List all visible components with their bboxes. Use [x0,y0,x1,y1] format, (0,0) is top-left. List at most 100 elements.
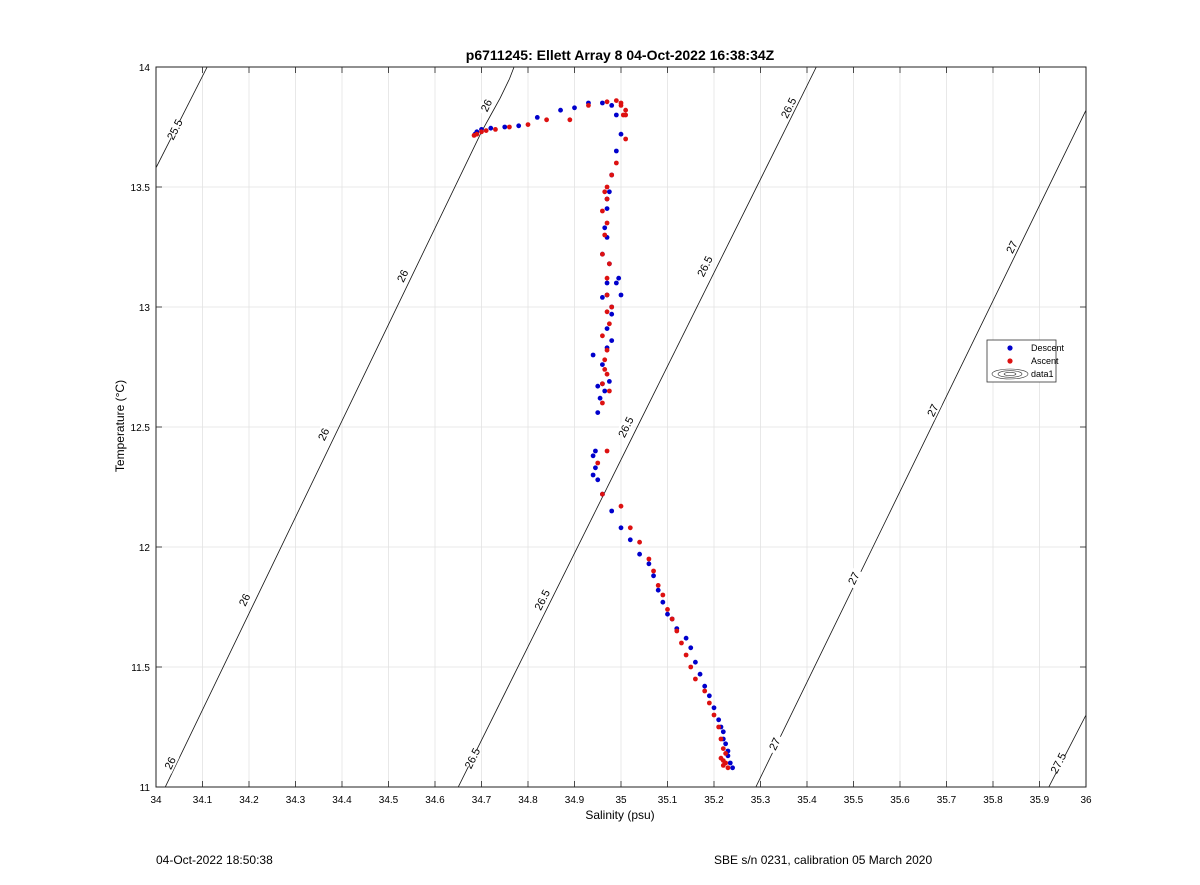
ascent-point [674,628,680,634]
legend: Descent Ascent data1 [986,339,1065,383]
ascent-point [660,592,666,598]
ascent-point [604,99,610,105]
contour-label-bg [160,752,180,774]
contour-label-bg [532,589,552,611]
x-tick-label: 35 [615,795,627,806]
descent-point [693,659,698,665]
descent-point [716,717,722,723]
descent-point [604,206,610,212]
ascent-point [604,347,610,353]
descent-point [600,295,605,300]
descent-point [609,311,615,317]
ascent-point [711,712,717,718]
ascent-point [479,129,484,135]
y-tick-label: 11 [140,783,151,794]
legend-label-descent: Descent [1031,343,1065,353]
descent-point [595,410,601,415]
x-tick-label: 34.1 [193,795,213,806]
descent-point [711,705,717,711]
y-axis-label: Temperature (°C) [113,380,127,472]
x-tick-label: 35.5 [844,795,864,806]
descent-point [613,112,619,118]
descent-point [602,225,608,231]
ascent-point [600,381,605,387]
x-axis-label: Salinity (psu) [585,808,654,822]
x-tick-label: 34.9 [565,795,585,806]
legend-label-ascent: Ascent [1031,356,1059,366]
x-tick-label: 35.1 [658,795,678,806]
ascent-point [623,107,629,113]
ascent-point [600,208,605,214]
descent-point [618,131,624,137]
ascent-point [618,100,624,106]
ascent-point [702,688,708,694]
ascent-point [483,128,489,134]
ascent-point [602,367,608,372]
contour-label-bg [616,416,636,438]
ascent-point [609,172,615,178]
descent-point [590,352,596,358]
descent-point [706,693,712,699]
descent-point [534,115,540,120]
ascent-point [688,664,694,670]
contour-label-bg [1002,236,1021,258]
ascent-point [655,583,661,588]
contour-line-26-5 [457,67,817,787]
descent-point [488,125,494,131]
ascent-point [620,112,626,118]
x-tick-label: 36 [1080,795,1092,806]
x-tick-label: 34.5 [379,795,399,806]
descent-point [602,388,608,394]
contour-label: 27 [767,736,783,752]
descent-point [702,683,708,689]
contour-label-bg [476,94,496,117]
descent-point [606,189,612,195]
contour-label-bg [462,747,482,769]
ascent-point [646,556,652,562]
contour-label-bg [765,733,784,755]
ascent-point [507,124,512,130]
descent-point [613,148,619,154]
footer-calibration: SBE s/n 0231, calibration 05 March 2020 [714,853,933,867]
descent-point [660,599,666,605]
ascent-point [706,700,712,706]
contour-label: 26 [395,268,411,284]
x-tick-label: 35.9 [1030,795,1050,806]
ascent-point [595,460,601,466]
axis-ticks: 34 34.1 34.2 34.3 34.4 34.5 34.6 34.7 34.8 34.9 35… [131,63,1092,806]
y-tick-label: 12 [139,543,151,554]
ascent-point [651,568,656,574]
ascent-point [474,131,480,137]
descent-point [600,100,605,106]
descent-point [572,105,577,111]
legend-marker-ascent [1007,358,1013,364]
descent-point [600,362,605,367]
ascent-point [720,746,726,751]
x-tick-label: 34.6 [425,795,445,806]
descent-point [730,765,735,771]
legend-label-data1: data1 [1031,369,1054,379]
x-tick-label: 35.8 [983,795,1003,806]
ascent-point [600,251,605,257]
footer-timestamp: 04-Oct-2022 18:50:38 [156,853,273,867]
ascent-point [544,117,549,123]
contour-label-bg [695,255,715,277]
x-tick-label: 34.2 [239,795,259,806]
descent-point [613,280,619,286]
contour-label-bg [779,97,798,119]
ascent-point [600,400,605,406]
ascent-point [602,232,608,238]
contour-line-25-5 [156,67,208,168]
descent-point [637,551,642,557]
x-tick-label: 35.7 [937,795,957,806]
ascent-point [604,275,610,281]
contour-label-bg [235,589,254,611]
ascent-point [604,196,610,202]
legend-marker-descent [1007,345,1013,351]
contour-line-26 [481,67,515,132]
descent-point [595,477,601,483]
x-tick-label: 35.4 [797,795,817,806]
descent-point [609,508,615,514]
contour-label: 26 [163,755,179,771]
ascent-point [716,724,722,730]
